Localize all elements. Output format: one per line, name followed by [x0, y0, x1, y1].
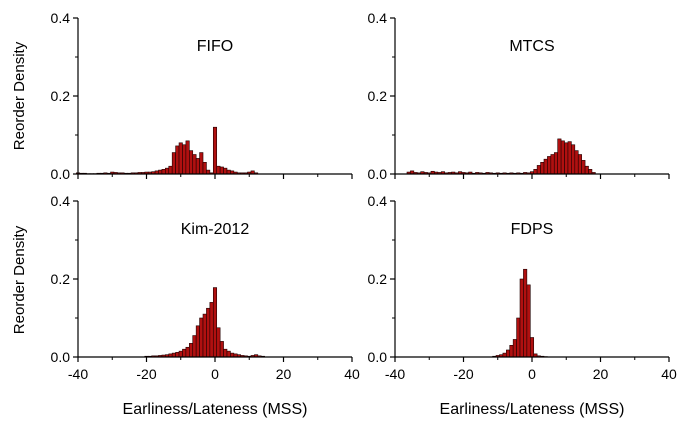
bar	[161, 169, 166, 175]
x-tick-label: -40	[385, 366, 405, 382]
x-tick-label: -40	[68, 366, 88, 382]
bar	[567, 141, 572, 175]
bar	[512, 339, 517, 358]
bar	[547, 156, 552, 175]
bar	[553, 152, 558, 175]
panel-2: 0.0 0.2 0.4 -40 -20 0 20 40 Kim-2012 Earliness/La…	[51, 193, 360, 418]
bar	[195, 325, 200, 358]
y-axis-label-top: Reorder Density	[11, 41, 28, 150]
y-tick-label: 0.4	[368, 10, 388, 26]
bar	[212, 287, 218, 358]
bar	[223, 167, 228, 175]
bar	[509, 344, 514, 358]
bar	[564, 142, 569, 175]
bar	[571, 144, 576, 175]
panel-0: 0.0 0.2 0.4 FIFO	[51, 10, 353, 182]
bar	[523, 268, 528, 358]
bar	[202, 313, 207, 358]
panel-title: FIFO	[197, 38, 233, 55]
panel-title: Kim-2012	[181, 221, 250, 238]
bar	[533, 169, 538, 175]
bar	[529, 337, 535, 358]
bar	[557, 138, 562, 175]
panel-title: FDPS	[511, 221, 554, 238]
y-tick-label: 0.0	[368, 349, 388, 365]
bar	[516, 317, 521, 358]
panel-title: MTCS	[509, 38, 554, 55]
y-tick-label: 0.0	[51, 166, 71, 182]
bar	[543, 158, 548, 175]
bar	[189, 343, 194, 358]
y-tick-label: 0.2	[51, 271, 71, 287]
bar	[506, 349, 511, 358]
x-tick-label: 0	[528, 366, 536, 382]
x-tick-label: 20	[593, 366, 609, 382]
bar	[175, 352, 180, 358]
bar	[216, 327, 221, 358]
bar	[219, 166, 224, 175]
x-axis-label: Earliness/Lateness (MSS)	[440, 401, 625, 418]
bar	[560, 140, 565, 175]
bar	[577, 154, 582, 175]
bar	[206, 307, 211, 358]
bar	[185, 346, 190, 358]
bar	[192, 335, 197, 358]
x-tick-label: 40	[661, 366, 677, 382]
bar	[550, 154, 555, 175]
bar	[185, 140, 190, 175]
panel-1: 0.0 0.2 0.4 MTCS	[368, 10, 670, 182]
x-axis-label: Earliness/Lateness (MSS)	[123, 401, 308, 418]
bar	[178, 142, 183, 175]
bar	[519, 278, 524, 358]
bar	[526, 284, 531, 358]
bar	[219, 341, 224, 358]
y-tick-label: 0.2	[368, 271, 388, 287]
bar	[195, 158, 200, 175]
bar	[226, 350, 231, 358]
y-tick-label: 0.4	[51, 193, 71, 209]
bar	[165, 167, 170, 175]
bar	[192, 154, 197, 175]
bar	[199, 317, 204, 358]
bar	[581, 160, 586, 175]
y-tick-label: 0.4	[51, 10, 71, 26]
x-tick-label: -20	[453, 366, 473, 382]
bar	[202, 162, 207, 175]
bar	[574, 150, 579, 175]
y-tick-label: 0.4	[368, 193, 388, 209]
y-tick-label: 0.2	[51, 88, 71, 104]
y-tick-label: 0.2	[368, 88, 388, 104]
bar	[588, 169, 593, 175]
bar	[182, 144, 187, 175]
bar	[171, 152, 176, 175]
bar	[540, 162, 545, 175]
bar	[223, 348, 228, 358]
bar	[189, 150, 194, 175]
y-axis-label-bottom: Reorder Density	[11, 225, 28, 334]
bar	[209, 302, 214, 358]
bar	[584, 165, 589, 175]
y-tick-label: 0.0	[368, 166, 388, 182]
panel-3: 0.0 0.2 0.4 -40 -20 0 20 40 FDPS Earliness/Latene…	[368, 193, 677, 418]
bar	[168, 165, 173, 175]
x-tick-label: 40	[344, 366, 360, 382]
x-tick-label: -20	[136, 366, 156, 382]
y-tick-label: 0.0	[51, 349, 71, 365]
bar	[199, 152, 204, 175]
x-tick-label: 0	[211, 366, 219, 382]
bar	[536, 165, 541, 175]
bar	[175, 145, 180, 175]
bar	[212, 126, 218, 175]
bar	[182, 348, 187, 358]
bar	[216, 165, 221, 175]
bar	[178, 350, 183, 358]
x-tick-label: 20	[276, 366, 292, 382]
